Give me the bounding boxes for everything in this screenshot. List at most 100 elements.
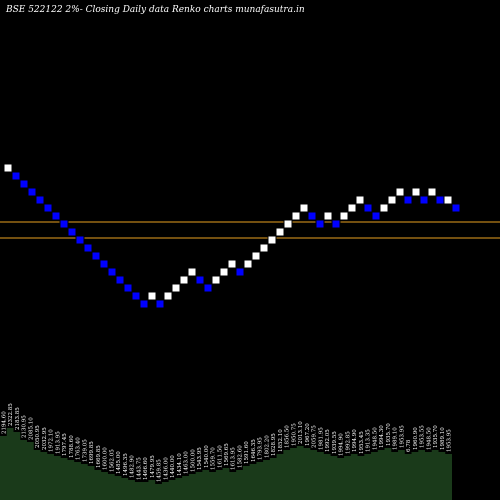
renko-bricks xyxy=(3,163,461,309)
volume-label: 1788.60 xyxy=(69,435,75,458)
renko-brick-up xyxy=(291,211,301,221)
volume-label: 6.78 xyxy=(406,439,412,452)
renko-brick-up xyxy=(211,275,221,285)
volume-label: 1591.60 xyxy=(244,441,250,464)
renko-brick-up xyxy=(339,211,349,221)
renko-brick-down xyxy=(403,195,413,205)
volume-label: 1935.70 xyxy=(433,425,439,448)
renko-brick-down xyxy=(419,195,429,205)
volume-label: 1763.40 xyxy=(76,437,82,460)
renko-brick-down xyxy=(67,227,77,237)
volume-label: 2085.10 xyxy=(28,417,34,440)
volume-label: 1950.75 xyxy=(291,423,297,446)
renko-brick-up xyxy=(219,267,229,277)
volume-label: 1600.00 xyxy=(103,447,109,470)
renko-brick-down xyxy=(75,235,85,245)
renko-brick-up xyxy=(171,283,181,293)
renko-brick-up xyxy=(411,187,421,197)
volume-label: 1646.35 xyxy=(251,439,257,462)
renko-brick-down xyxy=(11,171,21,181)
renko-brick-up xyxy=(179,275,189,285)
volume-label: 1972.10 xyxy=(49,429,55,452)
renko-brick-down xyxy=(315,219,325,229)
renko-brick-down xyxy=(131,291,141,301)
volume-label: 1434.10 xyxy=(177,453,183,476)
volume-label: 1613.95 xyxy=(231,447,237,470)
volume-label: 1543.95 xyxy=(197,447,203,470)
volume-label: 1828.95 xyxy=(271,433,277,456)
volume-label: 2183.85 xyxy=(15,407,21,430)
volume-label: 1953.95 xyxy=(399,425,405,448)
volume-label: 2322.85 xyxy=(8,403,14,426)
volume-label: 1569.65 xyxy=(224,443,230,466)
volume-label: 1611.50 xyxy=(217,445,223,468)
renko-brick-up xyxy=(147,291,157,301)
renko-brick-up xyxy=(443,195,453,205)
renko-brick-down xyxy=(59,219,69,229)
renko-brick-down xyxy=(307,211,317,221)
renko-brick-up xyxy=(227,259,237,269)
volume-label: 1500.00 xyxy=(190,449,196,472)
volume-label: 1669.85 xyxy=(96,445,102,468)
renko-brick-up xyxy=(347,203,357,213)
renko-brick-up xyxy=(163,291,173,301)
volume-labels: 2194.60 2322.85 2183.85 2130.95 2085.10 2050.… xyxy=(1,403,452,482)
renko-brick-up xyxy=(299,203,309,213)
volume-label: 1953.95 xyxy=(447,429,453,452)
renko-brick-up xyxy=(259,243,269,253)
renko-brick-down xyxy=(19,179,29,189)
renko-brick-down xyxy=(331,219,341,229)
renko-brick-down xyxy=(195,275,205,285)
renko-brick-up xyxy=(267,235,277,245)
renko-brick-up xyxy=(379,203,389,213)
volume-label: 1582.60 xyxy=(237,445,243,468)
volume-label: 1459.85 xyxy=(157,459,163,482)
volume-label: 1463.00 xyxy=(184,451,190,474)
volume-label: 1466.60 xyxy=(143,457,149,480)
renko-brick-up xyxy=(3,163,13,173)
volume-label: 1739.05 xyxy=(82,439,88,462)
renko-brick-up xyxy=(323,211,333,221)
volume-label: 1992.05 xyxy=(325,429,331,452)
volume-label: 1699.85 xyxy=(89,441,95,464)
renko-brick-down xyxy=(51,211,61,221)
volume-label: 2194.60 xyxy=(1,411,7,434)
renko-brick-up xyxy=(395,187,405,197)
volume-label: 1992.85 xyxy=(345,431,351,454)
renko-brick-down xyxy=(91,251,101,261)
volume-label: 1496.35 xyxy=(123,453,129,476)
volume-label: 1802.20 xyxy=(264,435,270,458)
volume-label: 1989.10 xyxy=(440,427,446,450)
renko-brick-down xyxy=(435,195,445,205)
renko-brick-down xyxy=(35,195,45,205)
volume-label: 1967.20 xyxy=(305,423,311,446)
renko-brick-down xyxy=(83,243,93,253)
renko-brick-down xyxy=(107,267,117,277)
renko-brick-down xyxy=(43,203,53,213)
renko-brick-down xyxy=(155,299,165,309)
volume-label: 1948.50 xyxy=(426,427,432,450)
volume-label: 1482.90 xyxy=(130,455,136,478)
renko-brick-down xyxy=(123,283,133,293)
volume-label: 1440.00 xyxy=(170,455,176,478)
renko-brick-up xyxy=(251,251,261,261)
renko-brick-up xyxy=(275,227,285,237)
volume-label: 2050.95 xyxy=(35,425,41,448)
volume-label: 1540.00 xyxy=(204,445,210,468)
renko-brick-up xyxy=(243,259,253,269)
renko-brick-down xyxy=(27,187,37,197)
renko-brick-up xyxy=(427,187,437,197)
volume-label: 1953.45 xyxy=(359,431,365,454)
volume-label: 1793.95 xyxy=(258,437,264,460)
volume-label: 1994.90 xyxy=(352,429,358,452)
volume-label: 2130.95 xyxy=(22,415,28,438)
volume-label: 1913.35 xyxy=(366,429,372,452)
volume-label: 1479.95 xyxy=(150,455,156,478)
volume-label: 1436.00 xyxy=(163,457,169,480)
volume-label: 1913.95 xyxy=(55,431,61,454)
renko-brick-down xyxy=(99,259,109,269)
volume-label: 1797.45 xyxy=(62,433,68,456)
volume-label: 1989.10 xyxy=(393,427,399,450)
volume-histogram xyxy=(0,428,452,500)
